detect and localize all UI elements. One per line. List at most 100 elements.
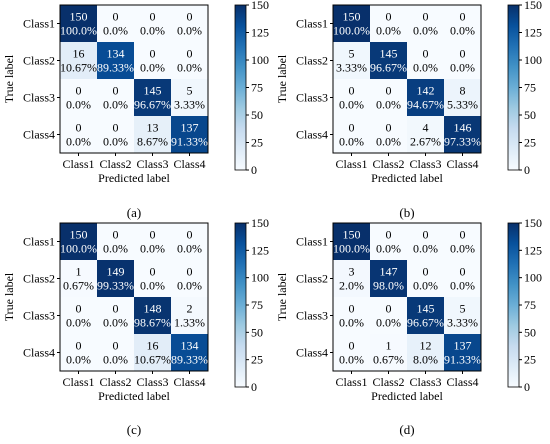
cell-percent-label: 0.0% [140,24,165,38]
matrix-cell [171,297,208,334]
cell-percent-label: 100.0% [333,242,370,256]
cell-count-label: 12 [420,339,432,353]
cell-count-label: 145 [380,47,398,61]
cell-percent-label: 0.0% [376,242,401,256]
cell-percent-label: 0.0% [140,242,165,256]
colorbar-tick-label: 150 [251,0,269,12]
matrix-cell [171,42,208,79]
colorbar-tick-label: 50 [524,108,536,122]
colorbar-tick-label: 100 [524,53,542,67]
x-tick-label: Class2 [372,375,404,389]
cell-percent-label: 2.67% [410,135,441,149]
colorbar-tick-label: 150 [524,216,542,230]
y-axis-label: True label [275,54,289,103]
matrix-frame [332,4,482,154]
cell-percent-label: 3.33% [336,61,367,75]
colorbar-tick-label: 25 [251,353,263,367]
cell-percent-label: 10.67% [60,61,97,75]
x-tick-label: Class2 [372,157,404,171]
cell-percent-label: 3.33% [447,316,478,330]
matrix-cell [370,297,407,334]
cell-percent-label: 91.33% [444,353,481,367]
cell-count-label: 0 [150,228,156,242]
cell-count-label: 0 [423,228,429,242]
matrix-cell [370,334,407,371]
cell-percent-label: 10.67% [134,353,171,367]
y-tick-label: Class3 [23,309,55,323]
matrix-cell [333,297,370,334]
colorbar-tick-label: 125 [251,243,269,257]
cell-count-label: 0 [113,10,119,24]
cell-percent-label: 5.33% [447,98,478,112]
cell-percent-label: 0.0% [66,98,91,112]
cell-percent-label: 91.33% [171,135,208,149]
colorbar [507,4,520,171]
cell-count-label: 0 [349,84,355,98]
confusion-matrix-panel-b: 150100.0%00.0%00.0%00.0%53.33%14596.67%0… [275,0,542,220]
cell-percent-label: 0.0% [413,24,438,38]
x-tick-label: Class1 [62,157,94,171]
cell-percent-label: 0.0% [339,353,364,367]
cell-percent-label: 0.0% [177,61,202,75]
cell-percent-label: 89.33% [171,353,208,367]
matrix-cell [60,223,97,260]
cell-percent-label: 0.0% [103,98,128,112]
y-tick-label: Class2 [23,54,55,68]
matrix-cell [60,297,97,334]
y-tick-label: Class2 [23,272,55,286]
colorbar [234,222,247,388]
matrix-cell [407,260,444,297]
cell-percent-label: 1.33% [174,316,205,330]
cell-percent-label: 0.0% [177,24,202,38]
confusion-matrix-panel-c: 150100.0%00.0%00.0%00.0%10.67%14999.33%0… [2,216,269,437]
matrix-cell [333,79,370,116]
cell-percent-label: 0.0% [450,61,475,75]
cell-count-label: 0 [187,265,193,279]
cell-percent-label: 0.0% [103,316,128,330]
cell-count-label: 13 [147,121,159,135]
colorbar-tick-label: 75 [524,81,536,95]
matrix-cell [97,5,134,42]
cell-percent-label: 89.33% [97,61,134,75]
cell-percent-label: 0.0% [339,316,364,330]
cell-percent-label: 100.0% [60,242,97,256]
colorbar-tick-label: 150 [524,0,542,12]
matrix-cell [407,334,444,371]
matrix-cell [134,116,171,153]
cell-percent-label: 98.0% [373,279,404,293]
cell-count-label: 1 [76,265,82,279]
cell-percent-label: 0.0% [376,98,401,112]
cell-count-label: 0 [187,10,193,24]
cell-percent-label: 0.0% [177,242,202,256]
matrix-cell [134,334,171,371]
colorbar-tick-label: 125 [524,26,542,40]
matrix-cell [171,5,208,42]
matrix-cell [407,79,444,116]
matrix-cell [60,116,97,153]
cell-count-label: 5 [187,84,193,98]
cell-count-label: 0 [423,10,429,24]
y-tick-label: Class1 [296,235,328,249]
y-axis-label: True label [2,272,16,321]
cell-percent-label: 98.67% [134,316,171,330]
matrix-cell [134,79,171,116]
cell-count-label: 0 [386,84,392,98]
matrix-cell [333,42,370,79]
x-tick-label: Class1 [62,375,94,389]
cell-percent-label: 0.0% [66,353,91,367]
cell-percent-label: 0.67% [63,279,94,293]
cell-percent-label: 0.0% [376,135,401,149]
cell-count-label: 0 [349,121,355,135]
x-axis-label: Predicted label [98,389,170,403]
cell-percent-label: 0.0% [177,279,202,293]
matrix-cell [370,42,407,79]
matrix-cell [97,223,134,260]
x-tick-label: Class4 [446,157,478,171]
matrix-frame [59,4,209,154]
cell-count-label: 145 [144,84,162,98]
cell-percent-label: 96.67% [370,61,407,75]
cell-percent-label: 0.0% [140,279,165,293]
cell-percent-label: 0.0% [450,279,475,293]
matrix-cell [60,334,97,371]
